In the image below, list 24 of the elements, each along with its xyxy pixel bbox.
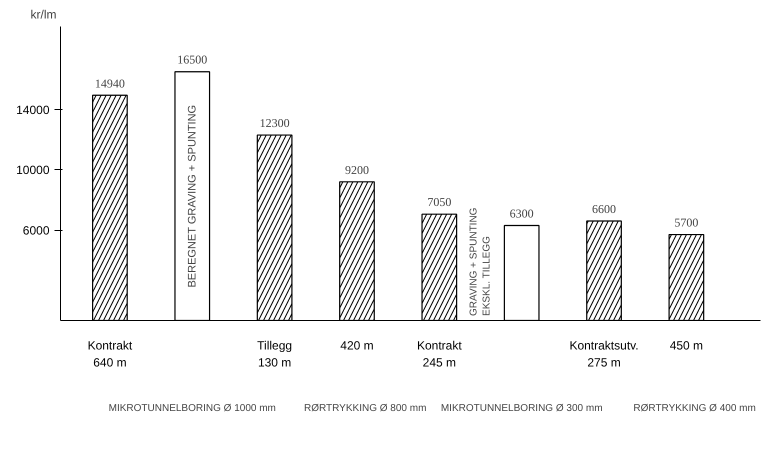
- y-tick-label: 10000: [16, 163, 50, 178]
- data-label: 12300: [260, 116, 290, 130]
- annotation: GRAVING + SPUNTING EKSKL. TILLEGG: [468, 207, 493, 316]
- text: RØRTRYKKING Ø 400 mm: [633, 403, 756, 414]
- text: RØRTRYKKING Ø 800 mm: [304, 403, 426, 414]
- x-tick-label: Kontrakt 640 m: [88, 338, 133, 370]
- data-label: 16500: [177, 52, 208, 67]
- x-tick-label: Kontrakt 245 m: [416, 338, 462, 370]
- data-label: 6300: [510, 206, 534, 221]
- y-tick-label: 6000: [22, 224, 50, 238]
- data-label: 9200: [344, 162, 369, 177]
- y-tick-label: 14000: [16, 102, 50, 117]
- y-axis-title: kr/lm: [30, 8, 56, 22]
- data-label: 14940: [94, 76, 125, 90]
- data-label: 7050: [427, 195, 452, 210]
- x-tick-label: Tillegg 130 m: [257, 338, 292, 370]
- text: MIKROTUNNELBORING Ø 1000 mm: [108, 403, 276, 414]
- x-tick-label: Kontraktsutv. 275 m: [569, 338, 639, 370]
- x-tick-label: 450 m: [670, 338, 704, 352]
- data-label: 6600: [592, 202, 616, 216]
- data-label: 5700: [674, 216, 698, 230]
- text: MIKROTUNNELBORING Ø 300 mm: [440, 403, 603, 414]
- annotation: BEREGNET GRAVING + SPUNTING: [186, 104, 198, 288]
- x-tick-label: 420 m: [340, 338, 374, 352]
